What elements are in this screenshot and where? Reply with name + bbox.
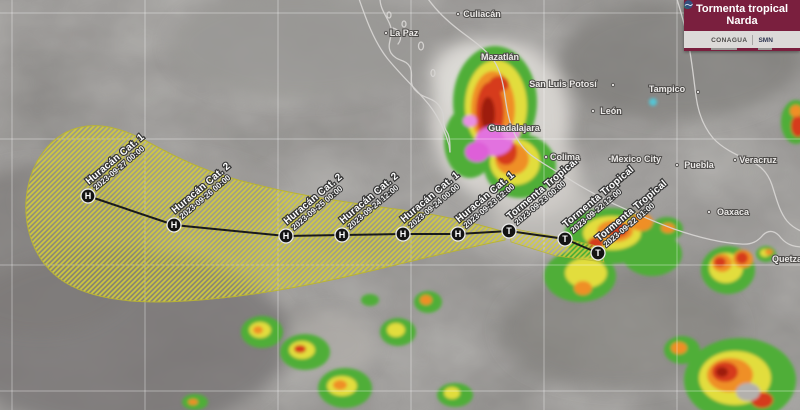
track-point-7 (166, 217, 182, 233)
city-label: Mazatlán (481, 52, 519, 62)
track-point-letter: H (339, 230, 346, 240)
track-point-6 (278, 228, 294, 244)
island (417, 41, 425, 51)
track-point-letter: H (283, 231, 290, 241)
city-dot (590, 108, 596, 114)
city-label: Oaxaca (717, 207, 750, 217)
island (401, 20, 407, 28)
city-label: Tampico (649, 84, 686, 94)
track-point-letter: H (85, 191, 92, 201)
title-card: Tormenta tropical Narda CONAGUA SMN (684, 0, 800, 51)
city-label: San Luis Potosí (529, 79, 597, 89)
coast-baja-west (358, 0, 451, 153)
storm-name-text: Narda (726, 15, 758, 27)
conagua-logo-text: CONAGUA (711, 37, 748, 44)
city-label: León (600, 106, 622, 116)
track-point-3 (450, 226, 466, 242)
city-dot (486, 125, 492, 131)
track-point-letter: H (171, 220, 178, 230)
island (386, 11, 392, 19)
city-label: Puebla (684, 160, 715, 170)
city-dot (543, 154, 549, 160)
track-point-letter: H (400, 229, 407, 239)
city-dot (610, 82, 616, 88)
agency-logo-bar: CONAGUA SMN (684, 0, 800, 50)
track-point-4 (395, 226, 411, 242)
smn-globe-icon (684, 0, 693, 9)
city-dot (695, 89, 701, 95)
track-point-8 (80, 188, 96, 204)
city-dot (479, 54, 485, 60)
smn-logo: SMN (684, 0, 773, 50)
logo-divider (752, 34, 754, 45)
track-point-5 (334, 227, 350, 243)
uncertainty-cone (25, 125, 605, 303)
city-dot (674, 162, 680, 168)
city-label: Colima (550, 152, 581, 162)
track-point-letter: T (562, 234, 568, 244)
track-point-letter: T (595, 248, 601, 258)
city-label: Mexico City (611, 154, 661, 164)
island (430, 68, 436, 78)
city-label: La Paz (390, 28, 419, 38)
coast-gulf (676, 0, 800, 232)
coast-lapaz-bay (392, 27, 402, 45)
title-card-footer (684, 48, 800, 51)
track-point-2 (501, 223, 517, 239)
track-point-letter: T (506, 226, 512, 236)
city-labels: Culiacán La Paz Mazatlán San Luis Potosí Tam… (383, 8, 800, 265)
city-label: Guadalajara (488, 123, 541, 133)
track-point-letter: H (455, 229, 462, 239)
city-label: Quetza (772, 254, 800, 264)
smn-logo-text: SMN (758, 37, 773, 44)
track-point-0 (590, 245, 606, 261)
city-label: Veracruz (739, 155, 777, 165)
city-label: Culiacán (463, 9, 501, 19)
storm-type-text: Tormenta tropical (695, 3, 789, 15)
city-dot (455, 11, 461, 17)
coast-pacific-mainland (428, 0, 800, 248)
storm-title: Tormenta tropical Narda (684, 0, 800, 31)
city-dot (607, 156, 613, 162)
convection-overlay (182, 46, 800, 410)
coastline (358, 0, 800, 248)
city-dot (706, 209, 712, 215)
track-point-1 (557, 231, 573, 247)
coast-baja-east (379, 0, 451, 153)
city-dot (732, 157, 738, 163)
city-dot (383, 30, 389, 36)
conagua-logo: CONAGUA (684, 0, 748, 50)
